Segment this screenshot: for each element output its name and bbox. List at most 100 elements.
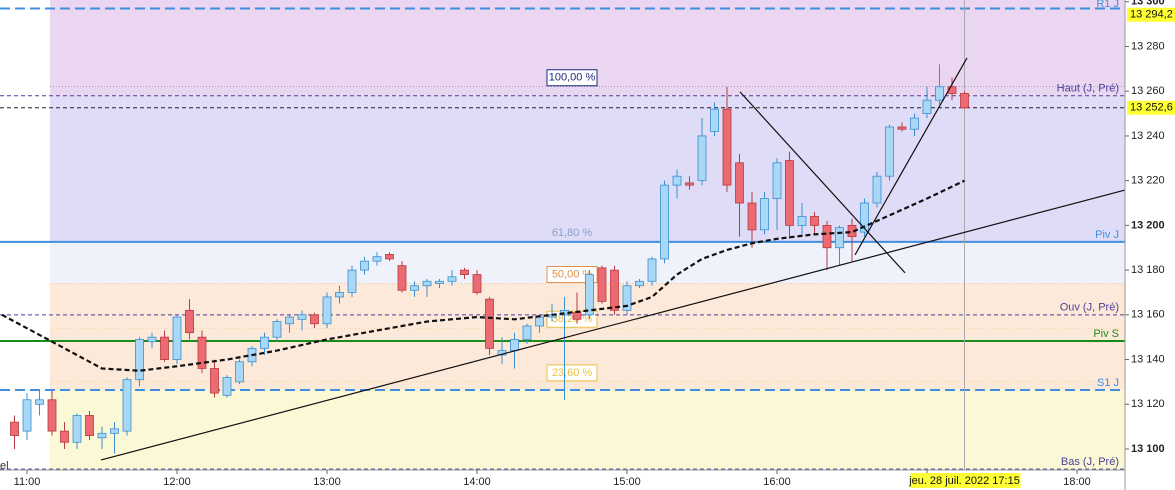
level-label: Ouv (J, Pré) (1060, 302, 1119, 314)
candle-body (610, 269, 619, 311)
x-axis-area (0, 470, 1125, 490)
candle-body (960, 93, 969, 109)
candle-body (947, 86, 957, 94)
y-tick-label: 13 240 (1131, 130, 1165, 142)
candle-body (322, 296, 332, 325)
candle-body (22, 399, 32, 432)
candle-body (510, 339, 519, 351)
candle-body (272, 321, 282, 338)
candle-body (710, 108, 719, 132)
x-tick-label: 18:00 (1063, 476, 1091, 488)
candle-body (185, 309, 194, 334)
candle-body (160, 336, 169, 360)
level-label: R1 J (1096, 0, 1119, 10)
y-tick-label: 13 280 (1131, 40, 1165, 52)
level-label: Piv S (1093, 328, 1119, 340)
fib-label-box (546, 266, 598, 284)
last-price-label: 13 252,6 (1130, 102, 1173, 114)
candle-body (672, 175, 682, 186)
y-tick-label: 13 220 (1131, 175, 1165, 187)
level-label: Haut (J, Pré) (1057, 83, 1119, 95)
moving-average (1, 179, 965, 372)
candle-body (860, 202, 869, 233)
candle-body (772, 162, 782, 199)
candle-body (647, 258, 657, 282)
candle-body (472, 274, 482, 293)
y-tick-label: 13 140 (1131, 353, 1165, 365)
candle-body (310, 314, 319, 325)
y-tick-label: 13 160 (1131, 309, 1165, 321)
candle-body (297, 314, 307, 320)
candle-body (922, 99, 932, 114)
y-tick-label: 13 180 (1131, 264, 1165, 276)
candle-body (285, 316, 294, 325)
candle-body (460, 269, 469, 275)
y-tick-label: 13 300 (1131, 0, 1165, 8)
candle-body (785, 160, 794, 226)
candle-body (822, 224, 832, 249)
candle-body (10, 421, 19, 436)
candle-body (522, 325, 532, 340)
level-label: Bas (J, Pré) (1061, 456, 1119, 468)
trendline (739, 91, 906, 274)
y-axis-area (1125, 0, 1175, 490)
x-tick-label: 12:00 (163, 476, 191, 488)
candle-body (222, 377, 232, 396)
candle-body (397, 265, 407, 291)
high-price-label: 13 294,2 (1130, 9, 1173, 21)
level-label: S1 J (1097, 377, 1119, 389)
candle-body (722, 108, 732, 186)
candle-body (260, 336, 269, 349)
high-price-box (1127, 7, 1175, 22)
candle-body (747, 202, 757, 231)
x-tick-label: 13:00 (313, 476, 341, 488)
candle-body (797, 216, 807, 226)
zone (50, 95, 1125, 242)
candle-body (335, 292, 344, 298)
candle-body (897, 126, 907, 130)
candle-body (110, 428, 119, 434)
x-tick-label: 15:00 (613, 476, 641, 488)
candle-body (97, 432, 107, 439)
candle-body (210, 368, 219, 394)
candle-body (347, 269, 357, 293)
candle-body (235, 361, 244, 383)
y-tick-label: 13 260 (1131, 85, 1165, 97)
x-tick-label: 11:00 (14, 476, 41, 488)
last-price-box (1127, 100, 1175, 115)
x-tick-label: 16:00 (763, 476, 791, 488)
candle-body (447, 276, 457, 282)
candle-body (135, 339, 144, 381)
level-label: Piv J (1095, 229, 1119, 241)
candle-body (172, 316, 182, 360)
candle-body (85, 415, 94, 436)
y-tick-label: 13 200 (1131, 219, 1165, 231)
candle-body (597, 267, 607, 302)
candle-body (935, 86, 944, 101)
fib-label: 61,80 % (552, 227, 593, 239)
partial-label: el (0, 460, 9, 472)
fib-label: 38,20 % (552, 313, 593, 325)
y-tick-label: 13 120 (1131, 398, 1165, 410)
candle-body (685, 182, 694, 186)
crosshair-box (910, 473, 1021, 488)
fib-label-box (546, 364, 598, 382)
candle-body (122, 379, 132, 432)
candle-body (735, 162, 744, 204)
candle-body (635, 280, 644, 287)
trendline (854, 57, 968, 256)
candle-body (885, 126, 894, 177)
candle-body (660, 184, 669, 260)
candle-body (535, 316, 544, 327)
candle-body (372, 256, 382, 262)
candle-body (585, 274, 594, 316)
trendline (100, 189, 1126, 461)
candle-body (697, 135, 707, 182)
candle-body (572, 312, 582, 320)
candle-body (435, 280, 444, 284)
candle-body (197, 336, 207, 369)
candle-body (810, 216, 819, 226)
candle-body (147, 336, 157, 343)
candle-body (47, 399, 57, 432)
